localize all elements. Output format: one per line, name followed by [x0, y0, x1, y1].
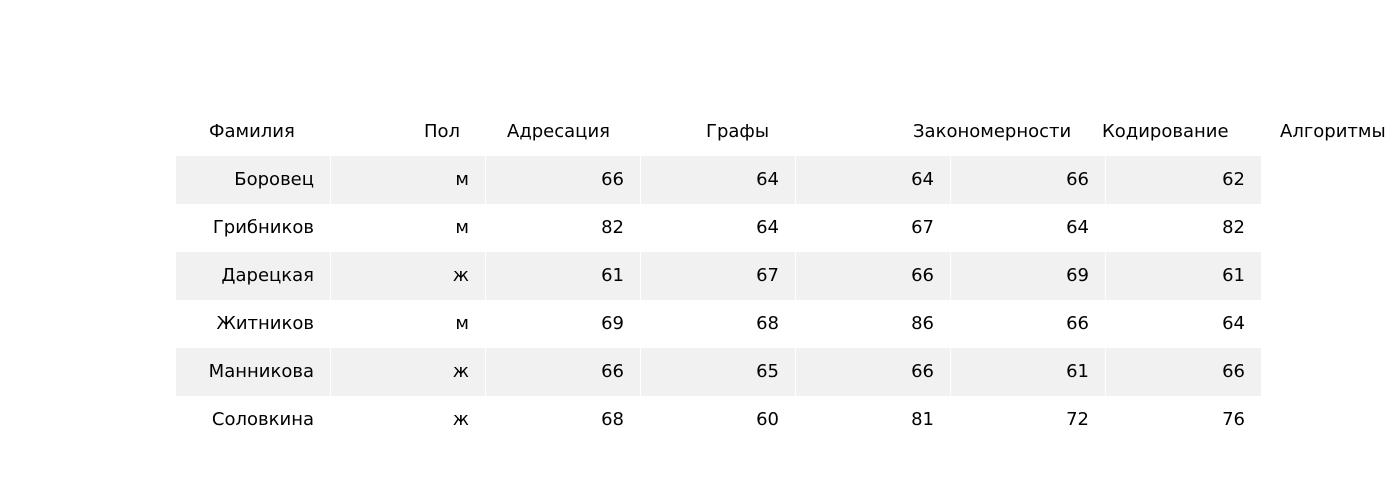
table-cell: 86 — [796, 300, 951, 348]
table-cell: 64 — [796, 156, 951, 204]
table-cell: 66 — [486, 348, 641, 396]
table-body: Боровец м 66 64 64 66 62 Грибников м 82 64 67 64 82 Да… — [176, 156, 1261, 444]
table-cell: 69 — [486, 300, 641, 348]
table-cell: Боровец — [176, 156, 331, 204]
table-row: Боровец м 66 64 64 66 62 — [176, 156, 1261, 204]
table-cell: 61 — [951, 348, 1106, 396]
table-cell: 68 — [486, 396, 641, 444]
table-cell: 82 — [486, 204, 641, 252]
column-header-label: Алгоритмы — [1280, 121, 1386, 142]
table-cell: 65 — [641, 348, 796, 396]
table-cell: Дарецкая — [176, 252, 331, 300]
column-header: Алгоритмы — [1106, 108, 1386, 156]
table-row: Манникова ж 66 65 66 61 66 — [176, 348, 1261, 396]
table-cell: 81 — [796, 396, 951, 444]
table-row: Грибников м 82 64 67 64 82 — [176, 204, 1261, 252]
table-row: Житников м 69 68 86 66 64 — [176, 300, 1261, 348]
data-table: Фамилия Пол Адресация Графы Закономерности Ко… — [176, 108, 1386, 444]
table-cell: ж — [331, 396, 486, 444]
table-cell: 60 — [641, 396, 796, 444]
table-cell: 66 — [796, 252, 951, 300]
table-cell: 62 — [1106, 156, 1261, 204]
table-cell: Соловкина — [176, 396, 331, 444]
table-cell: 61 — [1106, 252, 1261, 300]
table-cell: 66 — [796, 348, 951, 396]
table-cell: 68 — [641, 300, 796, 348]
column-header-label: Пол — [424, 121, 461, 142]
column-header-label: Адресация — [507, 121, 610, 142]
column-header: Графы — [641, 108, 796, 156]
column-header-label: Графы — [706, 121, 770, 142]
column-header: Пол — [331, 108, 486, 156]
table-cell: 66 — [486, 156, 641, 204]
table-cell: 67 — [796, 204, 951, 252]
table-cell: 82 — [1106, 204, 1261, 252]
column-header-label: Фамилия — [209, 121, 295, 142]
table-cell: Грибников — [176, 204, 331, 252]
column-header-label: Кодирование — [1102, 121, 1229, 142]
table-cell: 67 — [641, 252, 796, 300]
table-cell: 76 — [1106, 396, 1261, 444]
column-header-label: Закономерности — [913, 121, 1072, 142]
table-row: Соловкина ж 68 60 81 72 76 — [176, 396, 1261, 444]
table-cell: 66 — [951, 156, 1106, 204]
table-cell: Манникова — [176, 348, 331, 396]
table-cell: 64 — [641, 156, 796, 204]
table-cell: 61 — [486, 252, 641, 300]
table-cell: 66 — [951, 300, 1106, 348]
table-cell: 69 — [951, 252, 1106, 300]
table-row: Дарецкая ж 61 67 66 69 61 — [176, 252, 1261, 300]
table-cell: м — [331, 300, 486, 348]
column-header: Кодирование — [951, 108, 1229, 156]
table-cell: м — [331, 204, 486, 252]
table-cell: 64 — [641, 204, 796, 252]
column-header: Фамилия — [176, 108, 331, 156]
table-header-row: Фамилия Пол Адресация Графы Закономерности Ко… — [176, 108, 1386, 156]
table-cell: 64 — [951, 204, 1106, 252]
table-cell: 72 — [951, 396, 1106, 444]
table-cell: ж — [331, 348, 486, 396]
column-header: Закономерности — [796, 108, 1071, 156]
table-cell: ж — [331, 252, 486, 300]
table-cell: Житников — [176, 300, 331, 348]
table-cell: 64 — [1106, 300, 1261, 348]
table-cell: м — [331, 156, 486, 204]
column-header: Адресация — [486, 108, 641, 156]
table-cell: 66 — [1106, 348, 1261, 396]
